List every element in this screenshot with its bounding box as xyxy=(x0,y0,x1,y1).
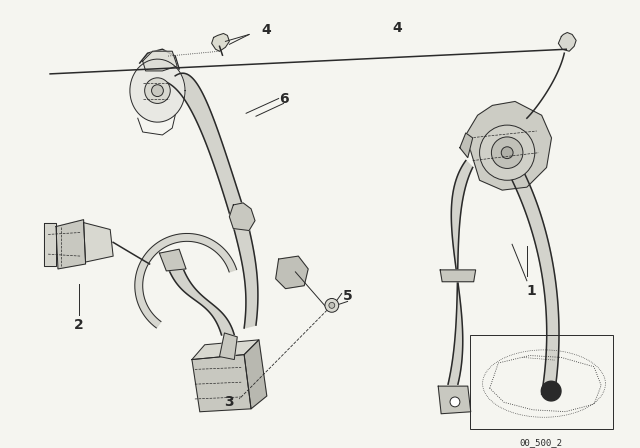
Polygon shape xyxy=(220,333,237,360)
Polygon shape xyxy=(512,174,559,394)
Polygon shape xyxy=(466,101,552,190)
Circle shape xyxy=(541,381,561,401)
Polygon shape xyxy=(234,217,258,328)
Polygon shape xyxy=(229,203,255,231)
Circle shape xyxy=(450,397,460,407)
Polygon shape xyxy=(167,266,234,335)
Polygon shape xyxy=(143,51,177,71)
Polygon shape xyxy=(460,133,473,158)
Polygon shape xyxy=(44,223,56,266)
Polygon shape xyxy=(163,73,246,227)
Circle shape xyxy=(329,302,335,308)
Polygon shape xyxy=(130,59,185,122)
Polygon shape xyxy=(440,270,476,282)
Circle shape xyxy=(145,78,170,103)
Polygon shape xyxy=(558,33,576,51)
Text: 5: 5 xyxy=(342,289,353,302)
Text: 00_500_2: 00_500_2 xyxy=(520,438,563,448)
Text: 6: 6 xyxy=(279,91,289,106)
Polygon shape xyxy=(438,386,470,414)
Circle shape xyxy=(501,147,513,159)
Polygon shape xyxy=(448,160,473,384)
Text: 1: 1 xyxy=(527,284,537,297)
Polygon shape xyxy=(56,220,86,269)
Text: 3: 3 xyxy=(225,395,234,409)
Text: 2: 2 xyxy=(74,318,84,332)
Polygon shape xyxy=(159,249,186,271)
Polygon shape xyxy=(212,34,229,51)
Polygon shape xyxy=(192,355,251,412)
Bar xyxy=(470,335,612,428)
Text: 4: 4 xyxy=(261,22,271,37)
Polygon shape xyxy=(135,233,237,328)
Polygon shape xyxy=(276,256,308,289)
Circle shape xyxy=(325,298,339,312)
Circle shape xyxy=(479,125,535,180)
Circle shape xyxy=(492,137,523,168)
Text: 4: 4 xyxy=(392,21,402,34)
Circle shape xyxy=(152,85,163,96)
Polygon shape xyxy=(244,340,267,409)
Polygon shape xyxy=(84,223,113,262)
Polygon shape xyxy=(192,340,259,360)
